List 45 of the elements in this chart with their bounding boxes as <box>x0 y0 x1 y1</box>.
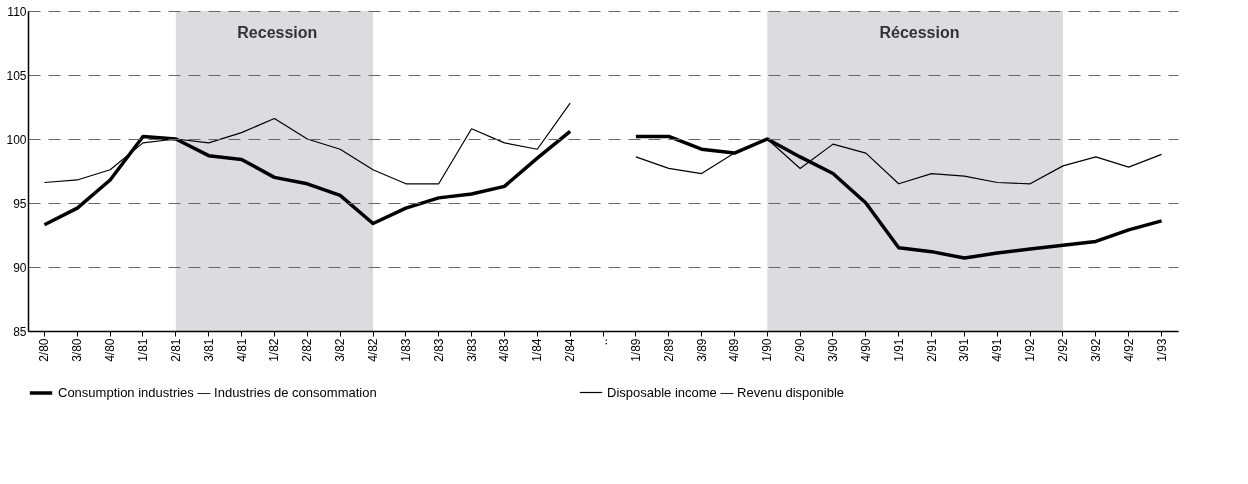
x-tick-label: 2/81 <box>168 338 183 362</box>
x-tick-label: 4/89 <box>727 338 742 362</box>
x-tick-label: 1/93 <box>1154 338 1169 362</box>
x-tick-label: 1/81 <box>136 338 150 362</box>
x-tick-label: 2/92 <box>1056 338 1070 362</box>
legend-label: Consumption industries — Industries de consommation <box>58 385 377 400</box>
x-tick-label: 3/90 <box>826 338 840 362</box>
x-tick-label: 3/92 <box>1088 338 1103 362</box>
x-tick-label: 1/92 <box>1023 338 1038 362</box>
band-label: Recession <box>237 24 318 41</box>
x-tick-label: .. <box>596 338 610 346</box>
x-tick-label: 4/81 <box>234 338 249 362</box>
x-tick-label: 4/83 <box>497 338 512 362</box>
x-tick-label: 3/80 <box>70 338 85 362</box>
x-tick-label: 4/82 <box>366 338 380 362</box>
x-tick-label: 3/82 <box>333 338 348 362</box>
x-tick-label: 4/92 <box>1121 338 1136 362</box>
y-tick-label: 95 <box>13 196 27 211</box>
x-tick-label: 1/91 <box>891 338 906 362</box>
band-label: Récession <box>879 24 960 41</box>
y-tick-label: 110 <box>7 4 27 19</box>
x-tick-label: 2/82 <box>300 338 315 362</box>
x-tick-label: 4/80 <box>103 338 118 362</box>
y-tick-label: 85 <box>13 324 27 339</box>
x-tick-label: 3/91 <box>957 338 972 362</box>
y-tick-label: 105 <box>6 68 27 83</box>
x-tick-label: 1/90 <box>760 338 775 362</box>
y-tick-label: 90 <box>13 260 27 275</box>
legend-label: Disposable income — Revenu disponible <box>607 384 845 400</box>
x-tick-label: 1/89 <box>628 338 643 362</box>
x-tick-label: 4/91 <box>990 338 1005 362</box>
x-tick-label: 1/84 <box>530 338 545 362</box>
x-tick-label: 3/89 <box>694 338 709 362</box>
x-tick-label: 2/83 <box>431 338 446 362</box>
x-tick-label: 1/82 <box>267 338 282 362</box>
y-tick-label: 100 <box>6 132 27 147</box>
x-tick-label: 2/84 <box>563 338 578 362</box>
x-tick-label: 3/83 <box>464 338 479 362</box>
x-tick-label: 1/83 <box>398 338 413 362</box>
x-tick-label: 2/90 <box>793 338 808 362</box>
x-tick-label: 2/91 <box>924 338 939 362</box>
x-tick-label: 3/81 <box>201 338 216 362</box>
x-tick-label: 2/80 <box>37 338 52 362</box>
x-tick-label: 2/89 <box>661 338 676 362</box>
x-tick-label: 4/90 <box>858 338 873 362</box>
